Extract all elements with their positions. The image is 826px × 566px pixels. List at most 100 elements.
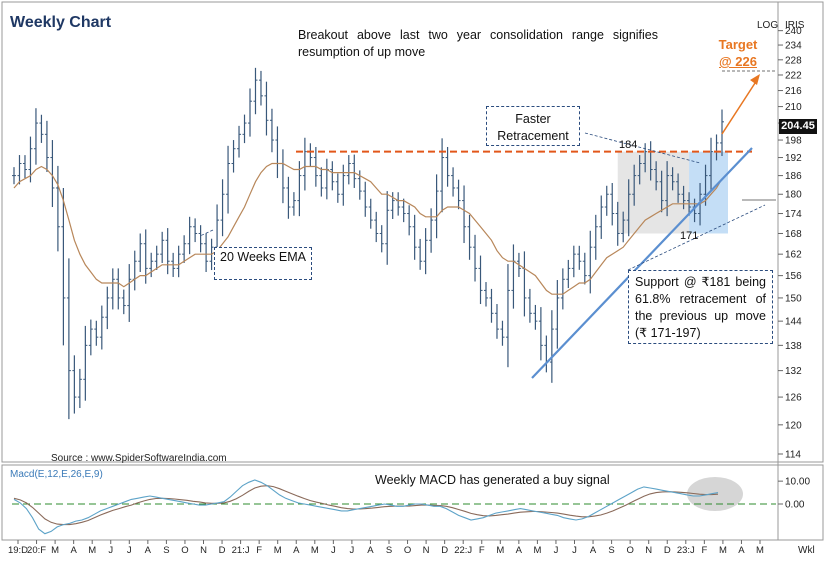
swing-high-label: 184 [619, 139, 637, 151]
y-tick-label: 150 [785, 293, 802, 304]
price-bar [319, 167, 324, 197]
y-tick-label: 126 [785, 393, 802, 404]
x-tick-label: S [386, 545, 392, 556]
price-bar [269, 108, 274, 153]
y-tick-label: 138 [785, 341, 802, 352]
price-bar [66, 258, 71, 420]
y-tick-label: 162 [785, 250, 802, 261]
x-tick-label: D [441, 545, 448, 556]
target-value: @ 226 [719, 54, 757, 69]
price-bar [143, 229, 148, 284]
price-bar [33, 108, 38, 165]
price-bar [226, 145, 231, 214]
macd-tick-label: 0.00 [785, 500, 805, 511]
source-text: Source : www.SpiderSoftwareIndia.com [51, 453, 227, 464]
price-bar [643, 143, 648, 173]
price-bar [176, 245, 181, 278]
price-bar [17, 155, 22, 185]
price-bar [138, 233, 143, 272]
price-bar [489, 288, 494, 323]
price-bar [681, 185, 686, 210]
price-bar [390, 192, 395, 220]
x-tick-label: F [701, 545, 707, 556]
x-tick-label: F [256, 545, 262, 556]
x-tick-label: O [181, 545, 188, 556]
price-bar [670, 167, 675, 191]
price-bar [346, 155, 351, 185]
price-bar [88, 319, 93, 356]
price-bar [187, 216, 192, 255]
price-bar [467, 214, 472, 260]
x-tick-label: J [554, 545, 559, 556]
target-annotation: Target @ 226 [710, 36, 766, 70]
price-bar [308, 143, 313, 167]
x-tick-label: N [200, 545, 207, 556]
y-tick-label: 198 [785, 136, 802, 147]
macd-tick-label: 10.00 [785, 477, 810, 488]
x-tick-label: A [738, 545, 745, 556]
price-bar [445, 146, 450, 187]
price-bar [374, 211, 379, 243]
price-bar [72, 355, 77, 414]
price-bar [127, 264, 132, 322]
y-tick-label: 114 [785, 450, 801, 461]
price-bar [610, 182, 615, 226]
price-bar [99, 305, 104, 350]
x-tick-label: J [108, 545, 113, 556]
price-bar [198, 225, 203, 253]
x-tick-label: M [311, 545, 319, 556]
price-bar [220, 179, 225, 237]
x-tick-label: D [664, 545, 671, 556]
ema-20-line [13, 162, 723, 295]
price-bar [434, 174, 439, 239]
x-tick-label: M [719, 545, 727, 556]
macd-title: Macd(E,12,E,26,E,9) [10, 469, 103, 480]
price-bar [478, 255, 483, 305]
macd-line [13, 479, 719, 535]
x-tick-label: M [88, 545, 96, 556]
price-bar [484, 282, 488, 307]
price-bar [352, 154, 357, 188]
price-bar [604, 185, 609, 216]
x-tick-label: M [756, 545, 764, 556]
price-bar [55, 165, 60, 252]
price-bar [659, 170, 664, 213]
price-bar [44, 120, 49, 172]
price-bars [12, 67, 724, 420]
y-tick-label: 210 [785, 102, 802, 113]
price-bar [363, 181, 368, 217]
price-bar [396, 192, 401, 216]
price-bar [182, 235, 187, 263]
target-arrow [721, 79, 758, 135]
price-bar [577, 245, 582, 270]
y-tick-label: 186 [785, 171, 802, 182]
price-bar [280, 149, 285, 204]
y-tick-label: 132 [785, 366, 802, 377]
x-tick-label: A [293, 545, 300, 556]
y-tick-label: 222 [785, 70, 802, 81]
price-bar [401, 198, 406, 223]
x-tick-label: M [51, 545, 59, 556]
x-tick-label: N [423, 545, 430, 556]
price-bar [77, 368, 82, 409]
price-bar [154, 245, 159, 270]
x-tick-label: M [496, 545, 504, 556]
x-tick-label: 22:J [454, 545, 472, 556]
x-tick-label: A [145, 545, 152, 556]
price-bar [654, 161, 659, 191]
swing-low-label: 171 [680, 230, 698, 242]
price-bar [149, 252, 154, 278]
y-tick-label: 144 [785, 317, 802, 328]
y-tick-label: 192 [785, 153, 802, 164]
price-bar [83, 325, 88, 401]
faster-retracement-callout: Faster Retracement [486, 106, 580, 146]
macd-signal-line [13, 485, 719, 526]
price-bar [522, 251, 527, 317]
price-bar [105, 286, 110, 330]
target-label: Target [718, 37, 758, 52]
price-bar [335, 173, 340, 203]
price-bar [429, 208, 434, 253]
price-bar [621, 211, 626, 243]
price-bar [116, 268, 121, 310]
macd-signal-text: Weekly MACD has generated a buy signal [375, 473, 610, 487]
